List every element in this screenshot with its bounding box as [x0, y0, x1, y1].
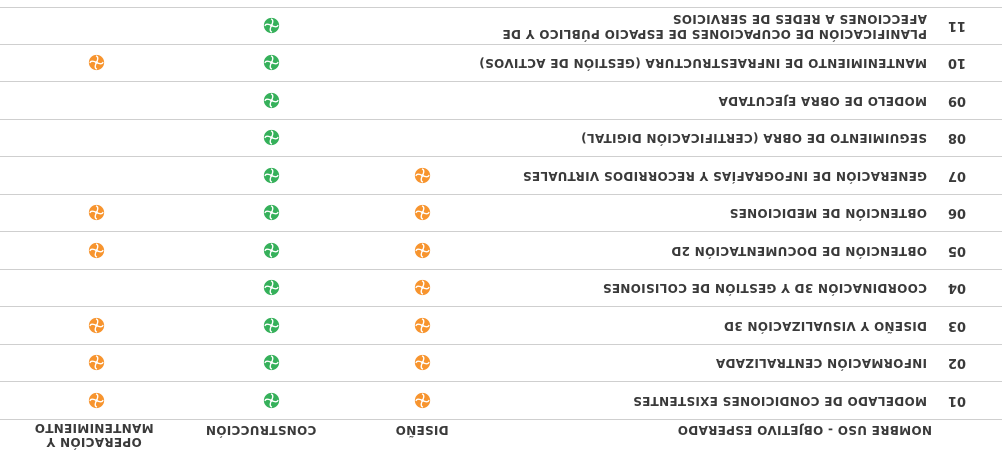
row-number: 10 [947, 55, 966, 71]
table-row: 09 Modelo de obra ejecutada [0, 82, 1002, 120]
cell-construccion [263, 280, 280, 297]
cell-construccion [263, 317, 280, 334]
cell-construccion [263, 205, 280, 222]
operacion-check-icon [88, 317, 105, 334]
row-use-name: Obtención de documentación 2D [671, 244, 927, 258]
cell-diseno [414, 280, 431, 297]
cell-construccion [263, 17, 280, 34]
cell-diseno [414, 205, 431, 222]
row-number: 09 [947, 93, 966, 108]
diseno-check-icon [414, 242, 431, 259]
construccion-check-icon [263, 167, 280, 184]
cell-operacion [88, 55, 105, 72]
cell-diseno [414, 317, 431, 334]
construccion-check-icon [263, 392, 280, 409]
row-number: 05 [947, 243, 966, 258]
table-row: 08 Seguimiento de obra (certificación dig… [0, 120, 1002, 158]
construccion-check-icon [263, 242, 280, 259]
row-use-name: Planificación de ocupaciones de espacio … [502, 12, 927, 41]
construccion-check-icon [263, 17, 280, 34]
row-number: 07 [947, 168, 966, 183]
header-diseno: Diseño [395, 423, 449, 437]
cell-construccion [263, 55, 280, 72]
row-number: 01 [947, 393, 966, 408]
row-number: 11 [947, 18, 966, 33]
row-number: 02 [947, 355, 966, 371]
diseno-check-icon [414, 317, 431, 334]
construccion-check-icon [263, 55, 280, 71]
construccion-check-icon [263, 92, 280, 109]
header-operacion-mantenimiento: Operación y mantenimiento [34, 421, 154, 449]
cell-construccion [263, 355, 280, 372]
diseno-check-icon [414, 355, 431, 371]
cell-construccion [263, 92, 280, 109]
operacion-check-icon [88, 355, 105, 371]
row-use-name: Generación de infografías y recorridos v… [522, 169, 927, 183]
diseno-check-icon [414, 392, 431, 409]
row-use-name: Diseño y visualización 3D [723, 319, 927, 333]
cell-construccion [263, 167, 280, 184]
cell-construccion [263, 392, 280, 409]
table-row: 10 Mantenimiento de infraestructura (gest… [0, 45, 1002, 83]
row-number: 03 [947, 318, 966, 333]
row-use-name: Modelado de condiciones existentes [632, 394, 927, 408]
row-number: 06 [947, 205, 966, 221]
construccion-check-icon [263, 130, 280, 146]
diseno-check-icon [414, 280, 431, 296]
operacion-check-icon [88, 392, 105, 409]
diseno-check-icon [414, 205, 431, 221]
row-use-name: Seguimiento de obra (certificación digit… [580, 131, 927, 146]
table-row: 07 Generación de infografías y recorridos… [0, 157, 1002, 195]
cell-operacion [88, 242, 105, 259]
table-row: 04 Coordinación 3D y gestión de colisione… [0, 270, 1002, 308]
cell-diseno [414, 242, 431, 259]
construccion-check-icon [263, 280, 280, 296]
cell-construccion [263, 242, 280, 259]
construccion-check-icon [263, 205, 280, 221]
cell-operacion [88, 205, 105, 222]
table-body: 01 Modelado de condiciones existentes 02 In… [0, 7, 1002, 420]
cell-operacion [88, 392, 105, 409]
table-row: 06 Obtención de mediciones [0, 195, 1002, 233]
cell-diseno [414, 355, 431, 372]
table-row: 11 Planificación de ocupaciones de espaci… [0, 7, 1002, 45]
cell-diseno [414, 167, 431, 184]
table-row: 05 Obtención de documentación 2D [0, 232, 1002, 270]
construccion-check-icon [263, 355, 280, 371]
row-use-name: Obtención de mediciones [729, 206, 927, 221]
table-header: Nombre uso - Objetivo esperado Diseño Co… [0, 420, 1002, 468]
row-use-name: Información centralizada [715, 356, 927, 371]
operacion-check-icon [88, 242, 105, 259]
cell-operacion [88, 317, 105, 334]
cell-operacion [88, 355, 105, 372]
table-row: 03 Diseño y visualización 3D [0, 307, 1002, 345]
cell-diseno [414, 392, 431, 409]
operacion-check-icon [88, 55, 105, 71]
operacion-check-icon [88, 205, 105, 221]
row-number: 04 [947, 280, 966, 296]
row-use-name: Coordinación 3D y gestión de colisiones [602, 281, 927, 296]
cell-construccion [263, 130, 280, 147]
row-number: 08 [947, 130, 966, 146]
header-construccion: Construcción [205, 423, 317, 437]
table-row: 01 Modelado de condiciones existentes [0, 382, 1002, 420]
row-use-name: Mantenimiento de infraestructura (gestió… [478, 56, 927, 71]
diseno-check-icon [414, 167, 431, 184]
row-use-name: Modelo de obra ejecutada [718, 94, 927, 108]
header-name-objective: Nombre uso - Objetivo esperado [677, 423, 932, 437]
table-row: 02 Información centralizada [0, 345, 1002, 383]
construccion-check-icon [263, 317, 280, 334]
